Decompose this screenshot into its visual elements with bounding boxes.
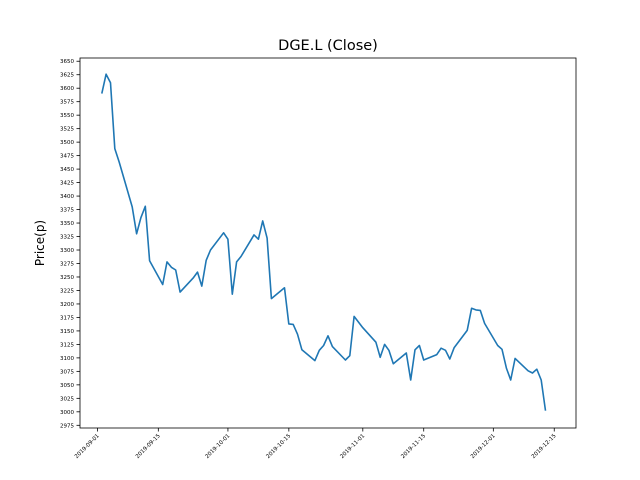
chart-title: DGE.L (Close): [278, 38, 378, 54]
y-tick-label: 3175: [60, 315, 74, 321]
y-tick-label: 3450: [60, 167, 74, 173]
y-tick-label: 3225: [60, 288, 74, 294]
y-tick-label: 3025: [60, 396, 74, 402]
plot-frame: [79, 57, 577, 429]
y-tick-label: 3475: [60, 154, 74, 160]
y-tick-label: 3550: [60, 113, 74, 119]
y-axis: 2975 3000 3025 3050 3075 3100 3125 3150 3175 3200…: [60, 59, 80, 429]
y-tick-label: 2975: [60, 423, 74, 429]
y-axis-label: Price(p): [33, 220, 47, 266]
y-tick-label: 3125: [60, 342, 74, 348]
y-tick-label: 3425: [60, 181, 74, 187]
close-price-line: [101, 73, 547, 411]
y-tick-label: 3200: [60, 302, 74, 308]
y-tick-label: 3375: [60, 208, 74, 214]
y-tick-label: 3075: [60, 369, 74, 375]
y-tick-label: 3050: [60, 383, 74, 389]
y-tick-label: 3525: [60, 127, 74, 133]
y-tick-label: 3350: [60, 221, 74, 227]
y-tick-label: 3000: [60, 410, 74, 416]
y-tick-label: 3325: [60, 235, 74, 241]
y-tick-label: 3275: [60, 261, 74, 267]
y-tick-label: 3100: [60, 356, 74, 362]
y-tick-label: 3500: [60, 140, 74, 146]
y-tick-label: 3150: [60, 329, 74, 335]
y-tick-label: 3650: [60, 59, 74, 65]
y-tick-label: 3400: [60, 194, 74, 200]
y-tick-label: 3300: [60, 248, 74, 254]
y-tick-label: 3250: [60, 275, 74, 281]
y-tick-label: 3600: [60, 86, 74, 92]
y-tick-label: 3625: [60, 73, 74, 79]
y-tick-label: 3575: [60, 100, 74, 106]
